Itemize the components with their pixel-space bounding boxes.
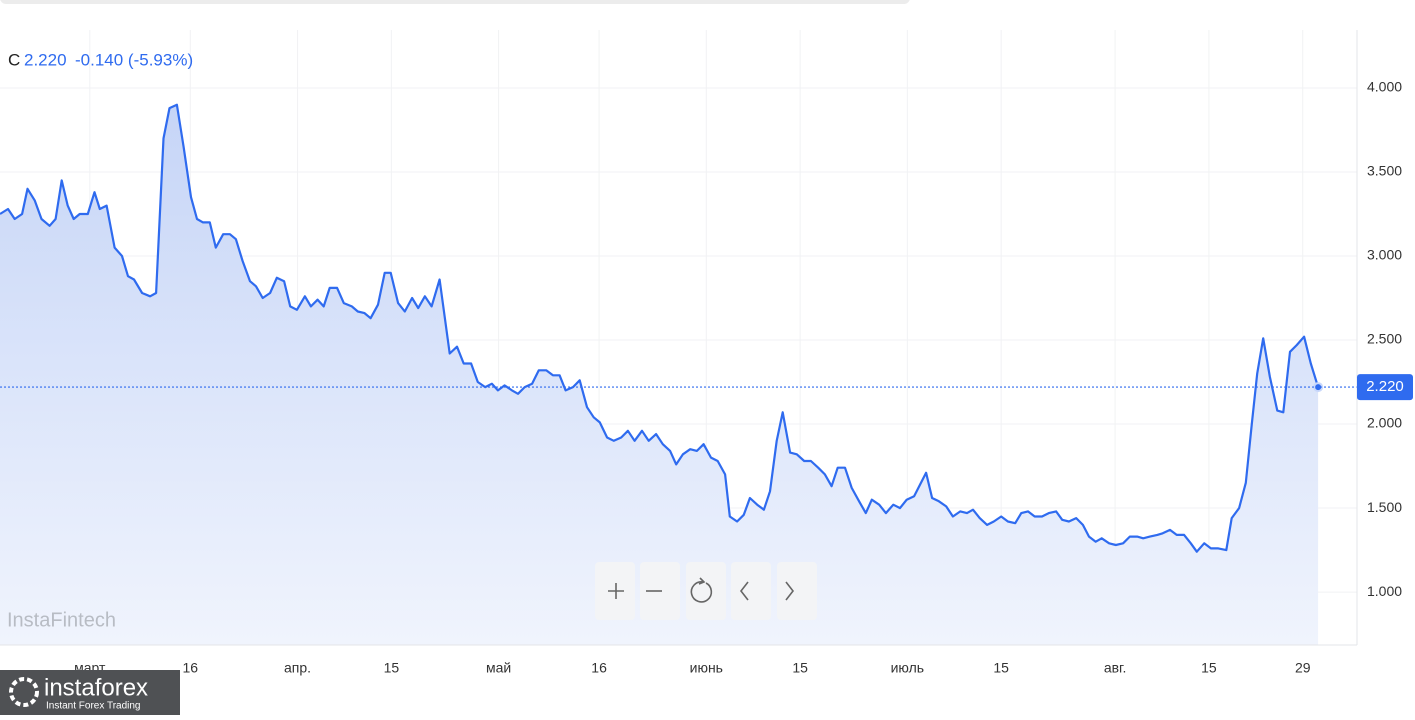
watermark: InstaFintech <box>7 609 116 631</box>
legend-change: -0.140 (-5.93%) <box>75 50 193 69</box>
y-tick-label: 4.000 <box>1367 79 1402 95</box>
reset-button[interactable] <box>686 562 726 620</box>
brand-tagline: Instant Forex Trading <box>46 701 141 712</box>
x-tick-label: апр. <box>284 660 311 676</box>
zoom-controls <box>595 562 817 620</box>
y-tick-label: 3.500 <box>1367 163 1402 179</box>
x-tick-label: 16 <box>183 660 199 676</box>
y-tick-label: 3.000 <box>1367 247 1402 263</box>
legend-last: 2.220 <box>24 50 67 69</box>
area-fill <box>0 104 1319 646</box>
top-scrollbar <box>0 0 910 4</box>
zoom-in-button[interactable] <box>595 562 635 620</box>
y-tick-label: 2.500 <box>1367 331 1402 347</box>
price-line <box>0 103 1320 553</box>
x-tick-label: июнь <box>690 660 723 676</box>
x-tick-label: июль <box>891 660 924 676</box>
brand-box <box>0 670 180 715</box>
x-tick-label: 16 <box>591 660 607 676</box>
x-tick-label: 15 <box>384 660 400 676</box>
x-tick-label: май <box>486 660 511 676</box>
x-tick-label: 29 <box>1295 660 1311 676</box>
x-tick-label: авг. <box>1104 660 1127 676</box>
legend-series-name: C <box>8 50 20 69</box>
zoom-out-button[interactable] <box>640 562 680 620</box>
y-tick-label: 2.000 <box>1367 415 1402 431</box>
last-price-label: 2.220 <box>1366 378 1404 395</box>
x-tick-label: 15 <box>1201 660 1217 676</box>
last-price-badge <box>1357 374 1413 401</box>
plot <box>0 103 1357 646</box>
scroll-right-button[interactable] <box>777 562 817 620</box>
y-tick-label: 1.000 <box>1367 583 1402 599</box>
brand-logo: instaforex Instant Forex Trading <box>0 670 180 715</box>
x-tick-label: 15 <box>993 660 1009 676</box>
y-tick-label: 1.500 <box>1367 499 1402 515</box>
brand-name: instaforex <box>44 674 148 701</box>
scroll-left-button[interactable] <box>731 562 771 620</box>
last-point <box>1313 382 1324 393</box>
brand-icon <box>9 677 39 707</box>
x-tick-label: 15 <box>792 660 808 676</box>
